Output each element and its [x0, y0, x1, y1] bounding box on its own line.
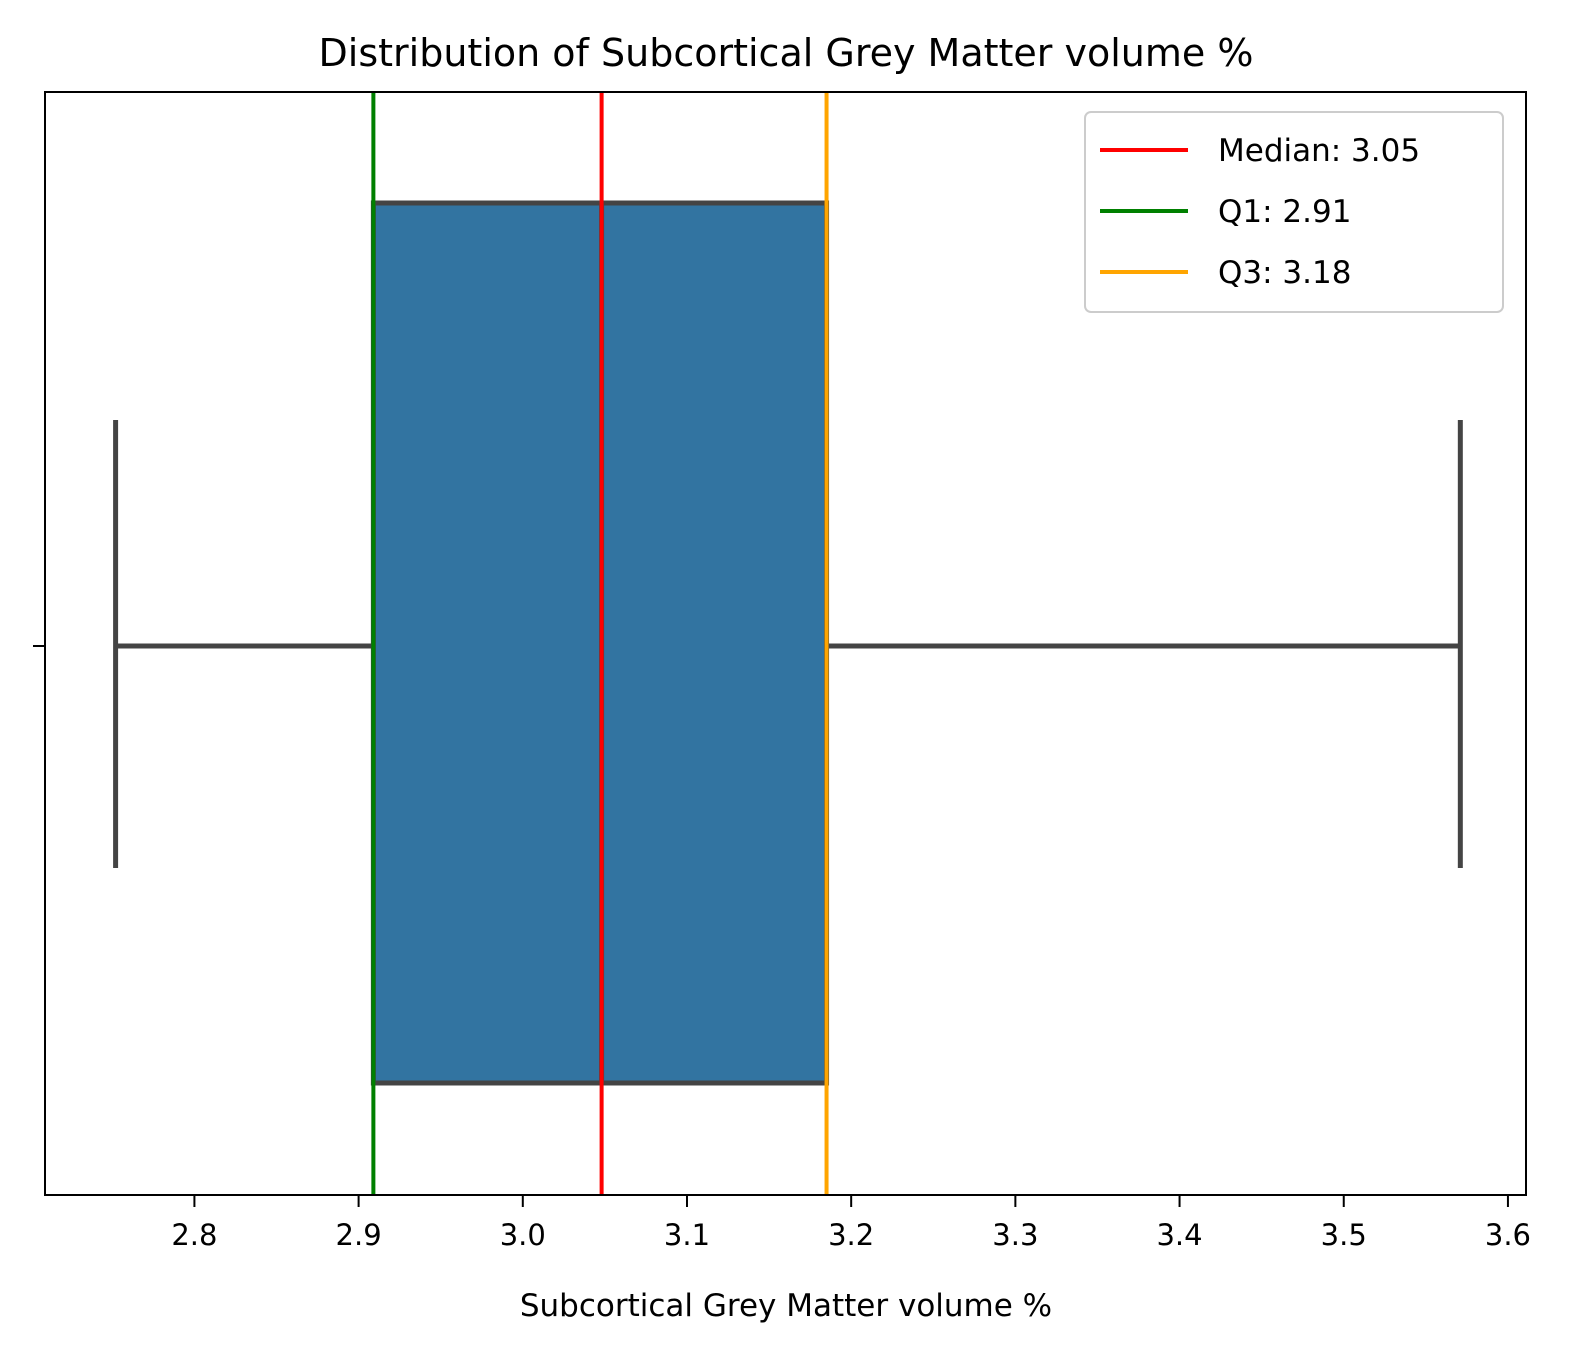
legend-label: Median: 3.05	[1218, 133, 1420, 169]
legend-frame	[1084, 111, 1504, 313]
x-axis-label: Subcortical Grey Matter volume %	[520, 1288, 1052, 1324]
legend-label: Q1: 2.91	[1218, 194, 1351, 230]
x-tick-label: 3.4	[1156, 1218, 1202, 1252]
plot-area	[113, 92, 1463, 1195]
x-tick-label: 3.0	[500, 1218, 546, 1252]
legend-entries: Median: 3.05 Q1: 2.91 Q3: 3.18	[1100, 133, 1420, 291]
legend-label: Q3: 3.18	[1218, 255, 1351, 291]
x-tick-label: 3.5	[1321, 1218, 1367, 1252]
x-axis-ticks: 2.8 2.9 3.0 3.1 3.2 3.3 3.4 3.5 3.6	[171, 1195, 1531, 1252]
x-tick-label: 3.2	[828, 1218, 874, 1252]
legend: Median: 3.05 Q1: 2.91 Q3: 3.18	[1084, 111, 1504, 313]
x-tick-label: 3.6	[1485, 1218, 1531, 1252]
x-tick-label: 3.1	[664, 1218, 710, 1252]
x-tick-label: 2.8	[171, 1218, 217, 1252]
x-tick-label: 3.3	[992, 1218, 1038, 1252]
axes-frame	[44, 91, 1527, 1196]
x-tick-label: 2.9	[336, 1218, 382, 1252]
chart-title: Distribution of Subcortical Grey Matter …	[319, 31, 1254, 75]
